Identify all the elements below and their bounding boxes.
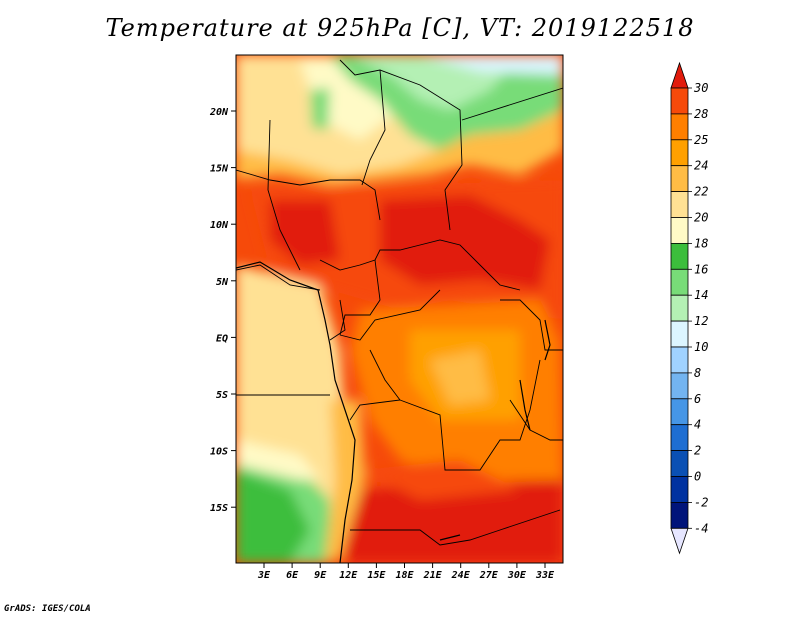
colorbar-label: 24	[694, 159, 708, 173]
colorbar-label: 16	[694, 262, 708, 276]
colorbar-swatch	[670, 294, 689, 322]
colorbar-label: 30	[693, 81, 708, 95]
colorbar-label: 22	[694, 185, 708, 199]
lon-label: 24E	[451, 570, 471, 581]
lon-label: 18E	[395, 570, 414, 581]
colorbar-label: 18	[694, 236, 708, 250]
colorbar-swatch	[670, 268, 689, 296]
colorbar-swatch	[670, 191, 689, 218]
lat-label: EQ	[216, 333, 228, 344]
colorbar-label: 6	[694, 392, 701, 406]
colorbar-swatch	[670, 217, 689, 244]
colorbar-swatch	[670, 320, 689, 348]
temperature-field	[236, 55, 563, 563]
longitude-axis: 3E 6E 9E 12E 15E 18E 21E 24E 27E 30E 33E	[257, 563, 555, 581]
colorbar-swatch	[670, 501, 689, 529]
lat-label: 5S	[216, 390, 228, 401]
coastlines	[236, 261, 551, 563]
colorbar-label: 20	[694, 211, 708, 225]
colorbar-label: 8	[694, 366, 701, 380]
lon-label: 27E	[479, 570, 499, 581]
lon-label: 9E	[314, 570, 327, 581]
colorbar-swatch	[670, 87, 689, 115]
colorbar-label: 4	[694, 418, 701, 432]
lon-label: 30E	[507, 570, 527, 581]
lat-label: 10S	[210, 447, 228, 458]
lat-label: 15S	[210, 503, 228, 514]
map-title: Temperature at 925hPa [C], VT: 201912251…	[105, 14, 695, 42]
country-borders	[236, 59, 563, 546]
lon-label: 21E	[423, 570, 443, 581]
colorbar-swatch	[670, 424, 689, 452]
colorbar-label: 10	[694, 340, 708, 354]
colorbar-label: 14	[694, 288, 708, 302]
map-frame	[235, 54, 564, 564]
lat-label: 5N	[216, 277, 229, 288]
lon-label: 15E	[367, 570, 386, 581]
colorbar-swatch	[670, 346, 689, 374]
colorbar-label: 0	[694, 470, 701, 484]
colorbar-swatch	[670, 398, 689, 426]
colorbar-label: -2	[694, 495, 708, 509]
colorbar-swatch	[670, 372, 689, 400]
lon-label: 6E	[286, 570, 299, 581]
colorbar-swatch	[670, 242, 689, 270]
grads-credit: GrADS: IGES/COLA	[4, 604, 91, 614]
latitude-axis: 20N 15N 10N 5N EQ 5S 10S 15S	[209, 107, 236, 514]
lon-label: 12E	[339, 570, 358, 581]
colorbar-label: 25	[694, 133, 708, 147]
lat-label: 10N	[210, 220, 229, 231]
colorbar-swatch	[670, 165, 689, 192]
colorbar-swatch	[670, 113, 689, 141]
lon-label: 33E	[535, 570, 555, 581]
lat-label: 20N	[209, 107, 229, 118]
lat-label: 15N	[210, 164, 229, 175]
colorbar-label: 12	[694, 314, 708, 328]
colorbar-swatch	[670, 139, 689, 167]
colorbar-label: 28	[694, 107, 708, 121]
colorbar-swatch	[670, 476, 689, 503]
colorbar-label: -4	[694, 521, 708, 535]
colorbar-label: 2	[694, 444, 701, 458]
colorbar-bottom-arrow	[670, 527, 689, 555]
colorbar-top-arrow	[670, 61, 689, 89]
colorbar-swatch	[670, 450, 689, 477]
lon-label: 3E	[257, 570, 271, 581]
